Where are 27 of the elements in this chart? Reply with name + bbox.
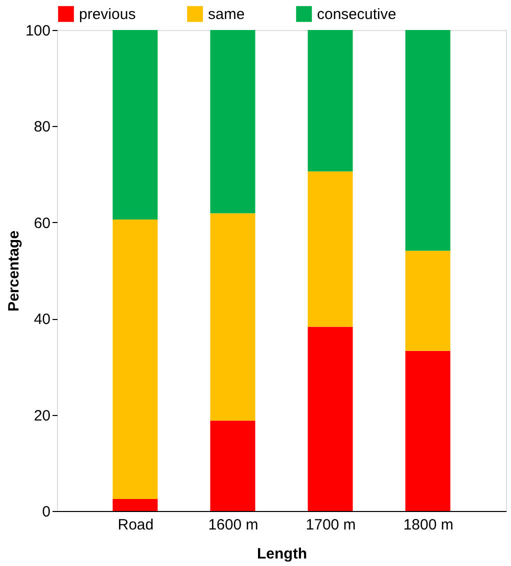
legend-label: previous [79,6,136,23]
bar [405,30,450,251]
y-tick-label: 0 [42,504,50,520]
bar [308,171,353,327]
x-tick-label: 1700 m [306,516,356,534]
y-tick-label: 20 [34,407,50,424]
bar [308,326,353,511]
bar [112,498,158,511]
bar [210,213,256,421]
bar [210,30,256,214]
bar [405,250,450,351]
y-tick-label: 40 [34,311,50,328]
y-axis-title: Percentage [5,230,22,312]
y-tick-label: 60 [34,214,50,232]
bar [308,30,353,172]
bar [405,350,450,511]
legend-label: consecutive [317,6,396,23]
y-tick-label: 100 [25,22,50,40]
bar [210,420,256,511]
y-tick-label: 80 [34,118,50,136]
bar [112,220,158,499]
legend-label: same [208,6,245,23]
x-axis-title: Length [257,546,307,562]
x-tick-label: 1600 m [208,516,258,534]
x-tick-label: 1800 m [403,516,454,534]
bar [112,30,158,220]
x-tick-label: Road [118,516,154,534]
